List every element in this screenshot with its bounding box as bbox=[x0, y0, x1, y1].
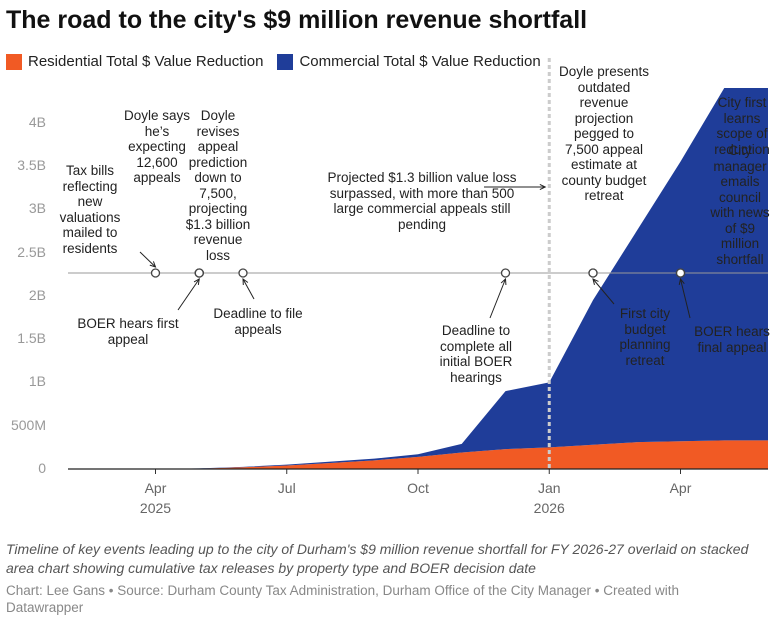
legend-item: Residential Total $ Value Reduction bbox=[6, 53, 263, 70]
event-label: BOER hears final appeal bbox=[694, 324, 770, 355]
x-tick-label: Jan 2026 bbox=[533, 480, 565, 516]
arrow bbox=[177, 278, 200, 311]
event-dot bbox=[675, 268, 686, 278]
arrow-head bbox=[678, 277, 685, 285]
arrow-head bbox=[193, 278, 200, 286]
arrow bbox=[242, 278, 255, 300]
legend-item: Commercial Total $ Value Reduction bbox=[277, 53, 541, 70]
x-tick-label: Apr bbox=[669, 480, 692, 496]
x-tick-label: Apr 2025 bbox=[139, 480, 172, 516]
arrow-head bbox=[149, 261, 157, 268]
event-dot bbox=[238, 268, 248, 278]
event-label: First city budget planning retreat bbox=[619, 306, 671, 368]
event-label: Doyle revises appeal prediction down to … bbox=[185, 108, 251, 263]
y-tick-label: 4B bbox=[28, 113, 46, 130]
x-tick-label: Oct bbox=[407, 480, 429, 496]
area bbox=[68, 88, 768, 469]
credit: Chart: Lee Gans • Source: Durham County … bbox=[6, 583, 680, 615]
caption: Timeline of key events leading up to the… bbox=[6, 541, 749, 576]
legend-label: Commercial Total $ Value Reduction bbox=[299, 53, 541, 70]
event-label: BOER hears first appeal bbox=[77, 316, 179, 347]
y-tick-label: 3.5B bbox=[17, 156, 46, 173]
y-tick-label: 3B bbox=[28, 200, 46, 217]
y-tick-label: 500M bbox=[10, 416, 46, 433]
legend-label: Residential Total $ Value Reduction bbox=[28, 53, 264, 70]
arrow-head bbox=[592, 278, 599, 285]
event-label: City first learns scope of reduction bbox=[714, 95, 770, 157]
event-label: Deadline to file appeals bbox=[213, 306, 303, 337]
arrow-head bbox=[242, 277, 249, 286]
event-label: Doyle says he’s expecting 12,600 appeals bbox=[123, 108, 191, 185]
arrow-head bbox=[539, 183, 547, 191]
arrow-head bbox=[500, 277, 507, 286]
legend-swatch bbox=[6, 53, 22, 70]
event-label: Tax bills reflecting new valuations mail… bbox=[59, 163, 121, 256]
arrow bbox=[139, 251, 156, 268]
y-tick-label: 0 bbox=[38, 460, 46, 476]
x-tick-label: Jul bbox=[277, 480, 296, 496]
arrow bbox=[680, 278, 691, 319]
event-dot bbox=[500, 268, 511, 278]
chart-title: The road to the city's $9 million revenu… bbox=[6, 6, 588, 34]
y-tick-label: 2B bbox=[28, 286, 46, 303]
y-tick-label: 1.5B bbox=[17, 330, 46, 347]
y-tick-label: 2.5B bbox=[17, 243, 46, 260]
event-label: Deadline to complete all initial BOER he… bbox=[439, 323, 513, 385]
arrow bbox=[489, 278, 506, 319]
event-dot bbox=[150, 268, 161, 278]
legend-swatch bbox=[277, 53, 294, 70]
area bbox=[68, 440, 768, 469]
event-label: City manager emails council with news of… bbox=[710, 143, 770, 267]
y-tick-label: 1B bbox=[28, 373, 46, 390]
event-dot bbox=[588, 268, 598, 278]
event-label: Doyle presents outdated revenue projecti… bbox=[558, 64, 650, 203]
legend: Residential Total $ Value Reduction Comme… bbox=[6, 53, 541, 70]
event-dot bbox=[194, 268, 204, 278]
arrow bbox=[592, 278, 615, 305]
marker-label: Projected $1.3 billion value loss surpas… bbox=[327, 170, 517, 232]
